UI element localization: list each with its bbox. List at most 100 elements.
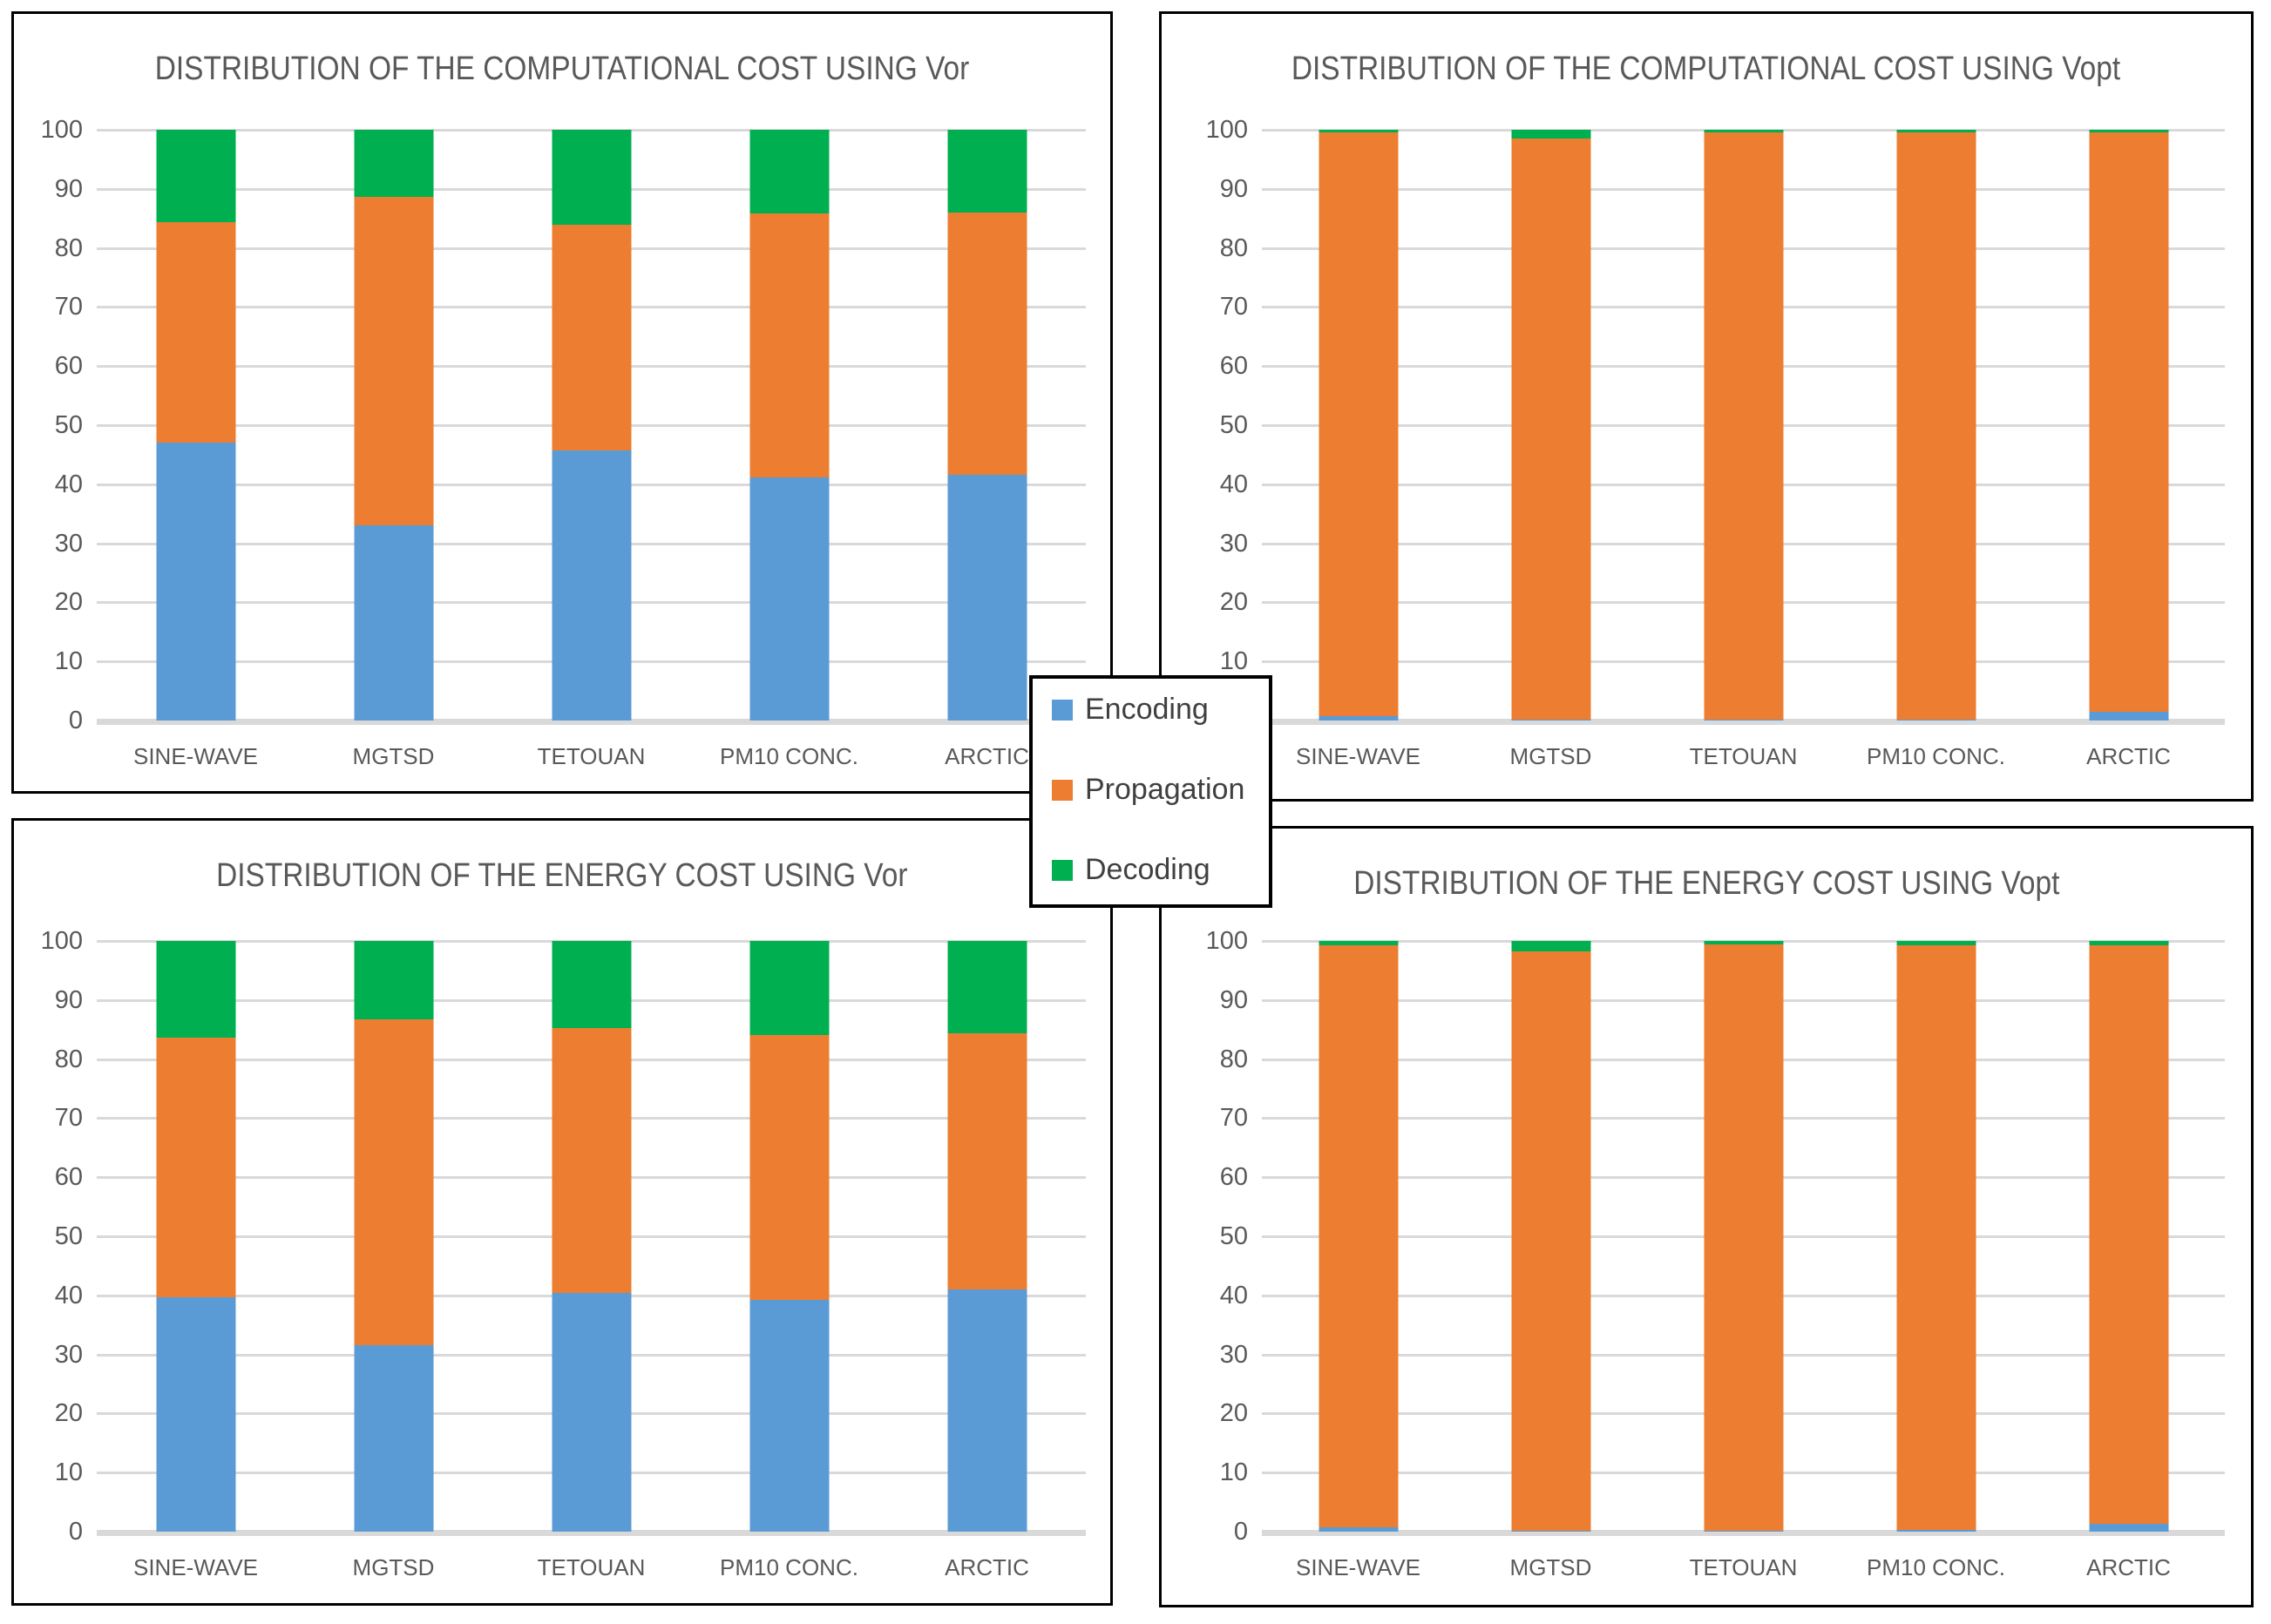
bar-segment-decoding	[354, 130, 433, 198]
bar-segment-decoding	[749, 130, 829, 213]
y-axis-label: 50	[54, 411, 83, 439]
y-axis-label: 60	[54, 352, 83, 381]
y-axis-label: 0	[1233, 1518, 1248, 1546]
y-axis-label: 70	[54, 293, 83, 321]
bar-segment-encoding	[1704, 719, 1783, 721]
bar-segment-propagation	[947, 212, 1027, 475]
bar-segment-decoding	[552, 941, 631, 1029]
y-axis-label: 30	[1219, 529, 1248, 558]
x-axis-label: SINE-WAVE	[132, 743, 258, 769]
y-axis-label: 30	[54, 529, 83, 558]
bar-segment-encoding	[1896, 719, 1976, 721]
x-axis-label: TETOUAN	[1689, 743, 1798, 769]
bar-segment-decoding	[1511, 941, 1590, 952]
y-axis-label: 60	[54, 1163, 83, 1192]
bar-slot	[1840, 941, 2032, 1532]
stacked-bar	[552, 941, 631, 1532]
stacked-bar	[156, 130, 235, 721]
x-axis-label: ARCTIC	[2086, 1554, 2171, 1580]
x-axis-label: MGTSD	[352, 1554, 435, 1580]
bar-segment-encoding	[354, 1344, 433, 1532]
y-axis-label: 80	[1219, 233, 1248, 262]
bar-segment-propagation	[156, 222, 235, 443]
x-axis-line	[1262, 1530, 2225, 1536]
bar-slot	[1454, 130, 1647, 721]
y-axis-label: 60	[1219, 1163, 1248, 1192]
stacked-bar	[1511, 130, 1590, 721]
y-axis-label: 100	[40, 927, 83, 955]
bar-slot	[888, 941, 1086, 1532]
legend-label: Propagation	[1085, 773, 1245, 806]
chart-title: DISTRIBUTION OF THE ENERGY COST USING Vo…	[1352, 865, 2060, 902]
bar-slot	[690, 941, 888, 1532]
bar-segment-propagation	[1896, 945, 1976, 1530]
bar-segment-propagation	[749, 213, 829, 477]
y-axis-label: 50	[1219, 411, 1248, 439]
bar-segment-propagation	[749, 1034, 829, 1300]
bar-segment-encoding	[749, 1299, 829, 1532]
y-axis-label: 70	[54, 1104, 83, 1133]
bar-segment-decoding	[749, 941, 829, 1035]
bar-slot	[97, 130, 295, 721]
x-axis-line	[97, 1530, 1086, 1536]
y-axis-label: 0	[68, 1518, 83, 1546]
y-axis-label: 100	[40, 116, 83, 144]
bar-segment-propagation	[1704, 944, 1783, 1531]
stacked-bar	[1896, 941, 1976, 1532]
x-axis-label: PM10 CONC.	[1867, 1554, 2005, 1580]
y-axis-label: 60	[1219, 352, 1248, 381]
x-axis-label: ARCTIC	[945, 743, 1029, 769]
y-axis-label: 90	[54, 174, 83, 203]
bar-segment-decoding	[1511, 130, 1590, 139]
bar-segment-encoding	[1511, 719, 1590, 721]
y-axis-label: 90	[1219, 174, 1248, 203]
bar-segment-decoding	[947, 130, 1027, 213]
stacked-bar	[2089, 130, 2168, 721]
bar-segment-encoding	[1511, 1530, 1590, 1532]
y-axis-label: 100	[1205, 116, 1248, 144]
chart-computational-vopt: DISTRIBUTION OF THE COMPUTATIONAL COST U…	[1159, 11, 2254, 802]
y-axis-label: 100	[1205, 927, 1248, 955]
bar-segment-decoding	[1704, 130, 1783, 133]
y-axis-label: 50	[1219, 1222, 1248, 1250]
x-axis-label: SINE-WAVE	[1295, 743, 1420, 769]
bar-segment-decoding	[156, 130, 235, 223]
bar-slot	[690, 130, 888, 721]
y-axis-label: 40	[54, 1281, 83, 1309]
y-axis-label: 30	[1219, 1340, 1248, 1369]
y-axis-label: 40	[54, 470, 83, 498]
encoding-swatch-icon	[1052, 699, 1073, 721]
y-axis-label: 20	[1219, 588, 1248, 617]
bar-segment-encoding	[947, 474, 1027, 721]
y-axis-label: 10	[1219, 1458, 1248, 1487]
stacked-bar	[749, 941, 829, 1532]
x-axis-label: PM10 CONC.	[1867, 743, 2005, 769]
bar-segment-propagation	[1319, 132, 1398, 716]
bar-segment-encoding	[749, 477, 829, 721]
x-axis-label: PM10 CONC.	[720, 743, 858, 769]
stacked-bar	[1704, 941, 1783, 1532]
y-axis-label: 30	[54, 1340, 83, 1369]
chart-title: DISTRIBUTION OF THE COMPUTATIONAL COST U…	[154, 51, 970, 87]
bar-segment-encoding	[552, 450, 631, 721]
x-axis-label: MGTSD	[1509, 1554, 1592, 1580]
bar-slot	[492, 941, 690, 1532]
x-axis-label: ARCTIC	[2086, 743, 2171, 769]
bar-segment-encoding	[1319, 1526, 1398, 1532]
stacked-bar	[1319, 941, 1398, 1532]
y-axis-label: 70	[1219, 1104, 1248, 1133]
bar-segment-propagation	[1896, 132, 1976, 720]
x-axis-label: TETOUAN	[537, 1554, 646, 1580]
bar-segment-encoding	[552, 1293, 631, 1532]
bar-segment-decoding	[2089, 941, 2168, 946]
bar-slot	[492, 130, 690, 721]
bar-segment-encoding	[354, 525, 433, 721]
chart-energy-vopt: DISTRIBUTION OF THE ENERGY COST USING Vo…	[1159, 826, 2254, 1607]
legend-label: Encoding	[1085, 693, 1209, 726]
bar-segment-encoding	[1319, 715, 1398, 721]
bar-segment-propagation	[1511, 139, 1590, 720]
bar-segment-propagation	[1319, 945, 1398, 1527]
bar-slot	[2032, 130, 2225, 721]
legend-item-propagation: Propagation	[1052, 773, 1262, 807]
bar-slot	[1454, 941, 1647, 1532]
